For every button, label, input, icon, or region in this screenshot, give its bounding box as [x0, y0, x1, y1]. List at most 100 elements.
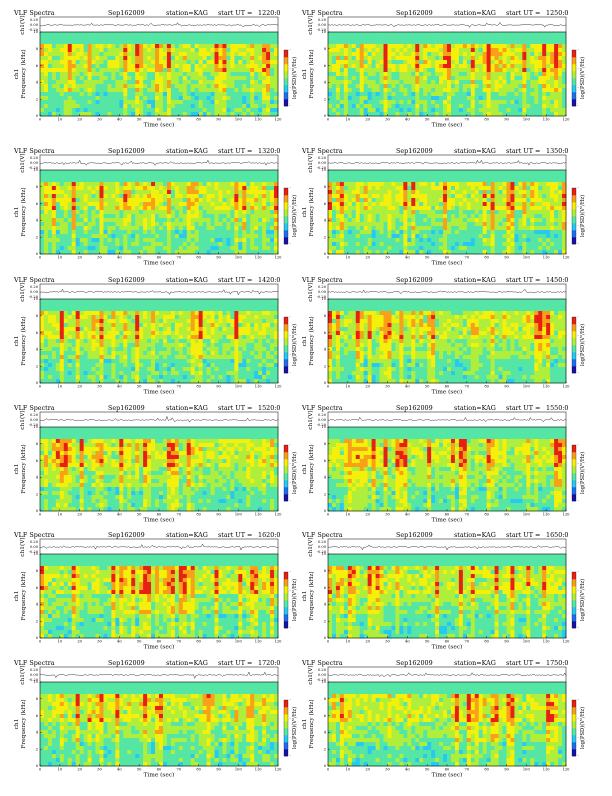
- spectrogram-cell: [52, 186, 56, 190]
- spectrogram-cell: [123, 186, 127, 190]
- spectrogram-cell: [131, 210, 135, 214]
- spectrogram-cell: [219, 210, 223, 214]
- spectrogram-cell: [147, 206, 151, 210]
- spectrogram-cell: [56, 40, 60, 44]
- spectrogram-cell: [463, 182, 467, 186]
- spectrogram-cell: [147, 44, 151, 48]
- spectrogram-cell: [507, 170, 511, 174]
- spectrogram-cell: [356, 190, 360, 194]
- spectrogram-cell: [384, 84, 388, 88]
- spectrogram-cell: [419, 84, 423, 88]
- spectrogram-cell: [175, 44, 179, 48]
- spectrogram-cell: [487, 104, 491, 108]
- spectrogram-cell: [151, 202, 155, 206]
- spectrogram-cell: [364, 56, 368, 60]
- spectrogram-cell: [40, 178, 44, 182]
- spectrogram-cell: [384, 242, 388, 246]
- spectrogram-cell: [391, 40, 395, 44]
- spectrogram-cell: [40, 80, 44, 84]
- colorbar-segment: [572, 50, 576, 57]
- spectrogram-cell: [139, 48, 143, 52]
- spectrogram-cell: [226, 186, 230, 190]
- spectrogram-cell: [60, 40, 64, 44]
- spectrogram-cell: [447, 96, 451, 100]
- spectrogram-cell: [92, 72, 96, 76]
- spectrogram-cell: [242, 100, 246, 104]
- spectrogram-cell: [415, 100, 419, 104]
- spectrogram-cell: [487, 68, 491, 72]
- spectrogram-cell: [550, 44, 554, 48]
- spectrogram-cell: [219, 178, 223, 182]
- spectrogram-cell: [222, 40, 226, 44]
- spectrogram-cell: [56, 108, 60, 112]
- spectrogram-cell: [171, 92, 175, 96]
- spectrogram-cell: [352, 40, 356, 44]
- spectrogram-cell: [123, 40, 127, 44]
- colorbar-segment: [284, 92, 288, 99]
- spectrogram-cell: [195, 182, 199, 186]
- spectrogram-cell: [139, 84, 143, 88]
- spectrogram-cell: [242, 76, 246, 80]
- spectrogram-cell: [159, 100, 163, 104]
- spectrogram-cell: [119, 72, 123, 76]
- spectrogram-cell: [219, 32, 223, 36]
- spectrogram-cell: [423, 72, 427, 76]
- spectrogram-cell: [207, 60, 211, 64]
- spectrogram-cell: [495, 210, 499, 214]
- spectrogram-cell: [135, 246, 139, 250]
- spectrogram-cell: [332, 170, 336, 174]
- spectrogram-cell: [100, 40, 104, 44]
- spectrogram-cell: [364, 174, 368, 178]
- spectrogram-cell: [222, 186, 226, 190]
- spectrogram-cell: [151, 214, 155, 218]
- spectrogram-cell: [459, 36, 463, 40]
- spectrogram-cell: [522, 68, 526, 72]
- spectrogram-cell: [103, 210, 107, 214]
- spectrogram-cell: [270, 96, 274, 100]
- spectrogram-cell: [167, 104, 171, 108]
- spectrogram-cell: [439, 206, 443, 210]
- spectrogram-cell: [254, 234, 258, 238]
- spectrogram-cell: [103, 174, 107, 178]
- spectrogram-cell: [411, 36, 415, 40]
- spectrogram-cell: [439, 170, 443, 174]
- spectrogram-cell: [388, 112, 392, 116]
- spectrogram-cell: [191, 68, 195, 72]
- spectrogram-cell: [451, 210, 455, 214]
- spectrogram-cell: [538, 104, 542, 108]
- spectrogram-cell: [80, 218, 84, 222]
- spectrogram-cell: [167, 44, 171, 48]
- spectrogram-cell: [395, 210, 399, 214]
- spectrogram-cell: [266, 250, 270, 254]
- spectrogram-cell: [530, 104, 534, 108]
- spectrogram-cell: [195, 198, 199, 202]
- spectrogram-cell: [455, 76, 459, 80]
- spectrogram-cell: [68, 96, 72, 100]
- spectrogram-cell: [427, 178, 431, 182]
- spectrogram-cell: [499, 80, 503, 84]
- spectrogram-cell: [219, 64, 223, 68]
- spectrogram-cell: [60, 246, 64, 250]
- spectrogram-cell: [103, 222, 107, 226]
- spectrogram-cell: [479, 182, 483, 186]
- spectrogram-cell: [491, 214, 495, 218]
- spectrogram-cell: [175, 64, 179, 68]
- spectrogram-cell: [487, 222, 491, 226]
- spectrogram-cell: [103, 226, 107, 230]
- spectrogram-cell: [340, 32, 344, 36]
- spectrogram-cell: [92, 108, 96, 112]
- spectrogram-cell: [199, 68, 203, 72]
- time-tick-label: 50: [137, 118, 142, 122]
- spectrogram-cell: [364, 226, 368, 230]
- spectrogram-cell: [550, 72, 554, 76]
- spectrogram-cell: [427, 44, 431, 48]
- spectrogram-cell: [558, 80, 562, 84]
- spectrogram-cell: [84, 250, 88, 254]
- spectrogram-cell: [356, 226, 360, 230]
- spectrogram-cell: [222, 32, 226, 36]
- spectrogram-cell: [64, 170, 68, 174]
- spectrogram-cell: [427, 32, 431, 36]
- spectrogram-cell: [60, 92, 64, 96]
- spectrogram-cell: [332, 64, 336, 68]
- spectrogram-cell: [503, 44, 507, 48]
